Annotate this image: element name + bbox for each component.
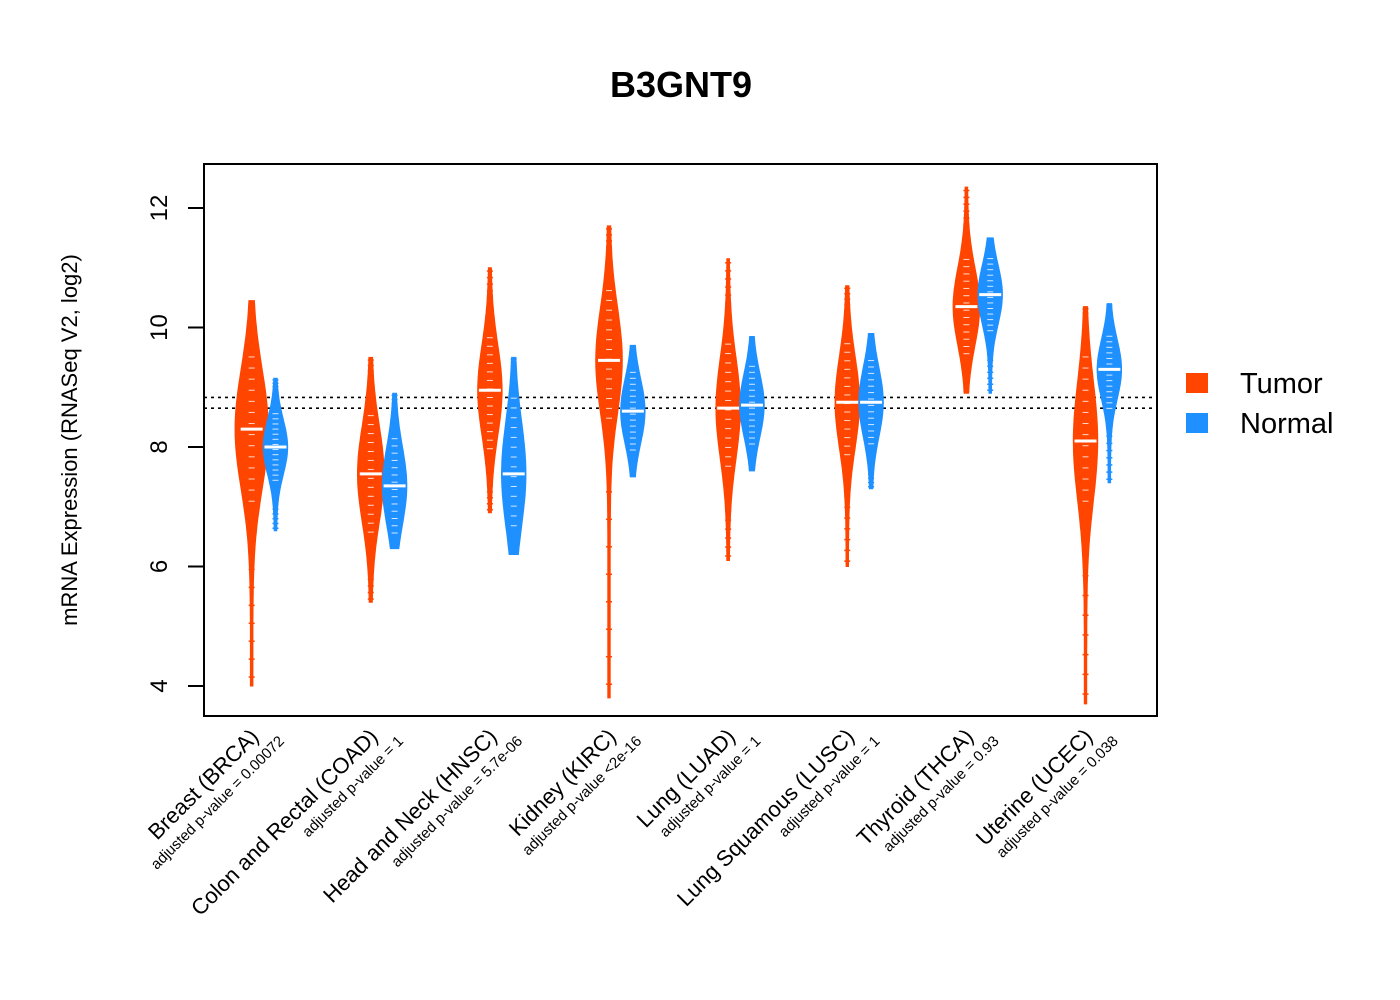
normal-violin-2 <box>501 356 527 555</box>
y-axis: 4 6 8 10 12 <box>146 163 1158 717</box>
normal-violin-6-violin <box>977 237 1003 394</box>
legend-label: Normal <box>1240 408 1333 440</box>
chart-title: B3GNT9 <box>610 64 752 105</box>
tumor-violin-0-violin <box>234 300 269 687</box>
normal-violin-1-violin <box>381 392 408 550</box>
tumor-violin-1 <box>357 356 385 603</box>
plot-area <box>204 186 1157 705</box>
tumor-violin-4 <box>715 258 741 561</box>
tumor-violin-0 <box>234 300 269 687</box>
y-tick-label: 6 <box>146 560 173 573</box>
y-tick-label: 12 <box>146 195 173 222</box>
tumor-violin-6 <box>952 186 981 394</box>
normal-violin-6 <box>977 237 1003 394</box>
legend-swatch <box>1186 373 1208 393</box>
x-axis-labels: Breast (BRCA)adjusted p-value = 0.00072C… <box>143 724 1122 921</box>
y-tick-label: 8 <box>146 440 173 453</box>
tumor-violin-5 <box>834 285 861 567</box>
tumor-violin-5-violin <box>834 285 861 567</box>
normal-violin-1 <box>381 392 408 550</box>
legend-swatch <box>1186 413 1208 433</box>
normal-violin-3 <box>620 344 646 478</box>
normal-violin-5 <box>858 333 884 490</box>
plot-frame <box>203 163 1158 717</box>
tumor-violin-2 <box>477 267 503 514</box>
normal-violin-2-violin <box>501 356 527 555</box>
legend-label: Tumor <box>1240 368 1323 400</box>
y-tick-label: 10 <box>146 314 173 341</box>
tumor-violin-1-violin <box>357 356 385 603</box>
y-axis-label: mRNA Expression (RNASeq V2, log2) <box>57 254 82 626</box>
y-tick-label: 4 <box>146 679 173 692</box>
normal-violin-5-violin <box>858 333 884 490</box>
tumor-violin-6-violin <box>952 186 981 394</box>
tumor-violin-7 <box>1072 306 1099 705</box>
tumor-violin-3 <box>595 225 623 699</box>
tumor-violin-3-violin <box>595 225 623 699</box>
legend: Tumor Normal <box>1186 368 1333 440</box>
tumor-violin-7-violin <box>1072 306 1099 705</box>
normal-violin-4 <box>739 336 765 472</box>
normal-violin-0 <box>262 377 289 532</box>
normal-violin-7 <box>1096 303 1122 484</box>
normal-violin-7-violin <box>1096 303 1122 484</box>
